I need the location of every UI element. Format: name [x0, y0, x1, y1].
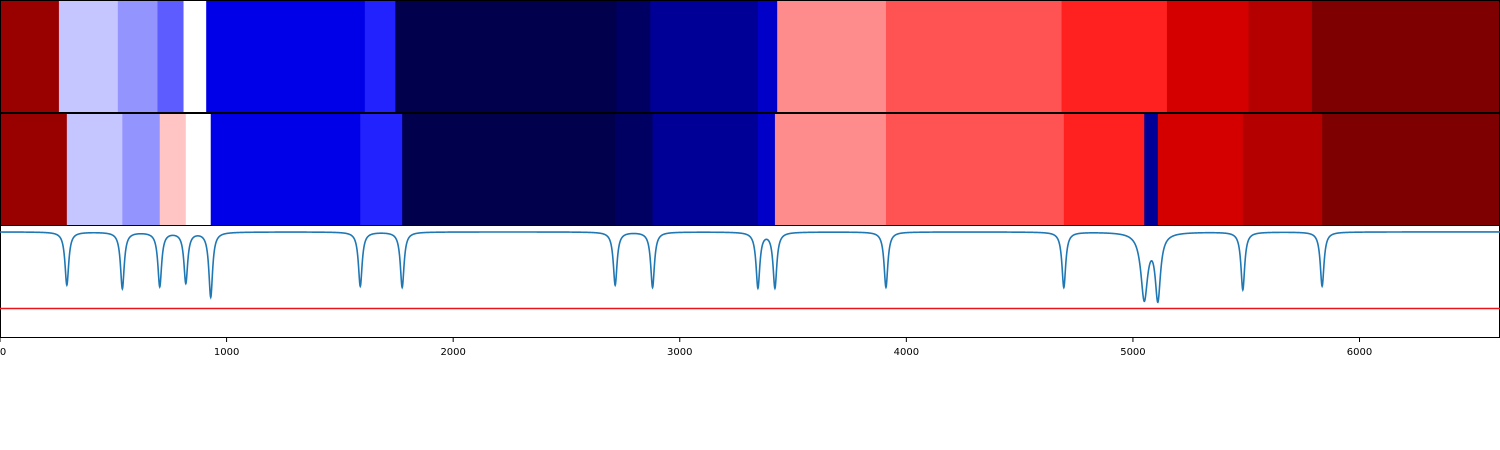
heatmap-top-segment-8: [616, 0, 651, 113]
x-tick-label-3: 3000: [667, 347, 692, 358]
heatmap-bottom-segment-0: [0, 113, 68, 226]
heatmap-bottom-segment-17: [1322, 113, 1500, 226]
heatmap-bottom-segment-5: [210, 113, 361, 226]
heatmap-bottom-segment-9: [652, 113, 759, 226]
heatmap-bottom-segment-15: [1157, 113, 1244, 226]
heatmap-top-segment-12: [885, 0, 1063, 113]
heatmap-bottom-segment-12: [885, 113, 1065, 226]
heatmap-bottom-segment-14: [1144, 113, 1159, 226]
heatmap-top: [0, 0, 1500, 113]
heatmap-bottom-segment-8: [615, 113, 654, 226]
x-axis: 0 1000 2000 3000 4000 5000 6000: [0, 338, 1372, 358]
heatmap-bottom: [0, 113, 1500, 226]
heatmap-top-segment-3: [157, 0, 185, 113]
heatmap-top-segment-6: [364, 0, 396, 113]
heatmap-bottom-segment-2: [122, 113, 161, 226]
heatmap-top-segment-9: [650, 0, 759, 113]
heatmap-top-segment-11: [777, 0, 887, 113]
heatmap-top-segment-1: [58, 0, 119, 113]
x-tick-label-1: 1000: [214, 347, 239, 358]
heatmap-top-segment-15: [1248, 0, 1313, 113]
heatmap-bottom-segment-1: [66, 113, 123, 226]
heatmap-top-segment-4: [183, 0, 207, 113]
line-panel-frame: [0, 225, 1500, 338]
heatmap-bottom-segment-3: [159, 113, 187, 226]
heatmap-top-segment-0: [0, 0, 60, 113]
heatmap-bottom-segment-10: [757, 113, 776, 226]
heatmap-bottom-segment-13: [1063, 113, 1145, 226]
heatmap-top-segment-16: [1311, 0, 1500, 113]
heatmap-bottom-segment-7: [402, 113, 616, 226]
x-tick-label-5: 5000: [1120, 347, 1145, 358]
signal-line: [0, 231, 1500, 304]
line-panel: [0, 225, 1500, 338]
heatmap-bottom-segment-4: [185, 113, 212, 226]
heatmap-top-segment-13: [1061, 0, 1168, 113]
heatmap-top-segment-10: [757, 0, 778, 113]
heatmap-bottom-segment-16: [1242, 113, 1323, 226]
heatmap-top-segment-14: [1166, 0, 1250, 113]
heatmap-top-segment-7: [395, 0, 617, 113]
x-tick-label-2: 2000: [440, 347, 465, 358]
heatmap-top-segment-2: [117, 0, 159, 113]
heatmap-bottom-segment-6: [360, 113, 403, 226]
x-tick-label-6: 6000: [1347, 347, 1372, 358]
x-tick-label-0: 0: [0, 347, 6, 358]
x-tick-label-4: 4000: [894, 347, 919, 358]
heatmap-bottom-segment-11: [774, 113, 887, 226]
heatmap-top-segment-5: [206, 0, 366, 113]
